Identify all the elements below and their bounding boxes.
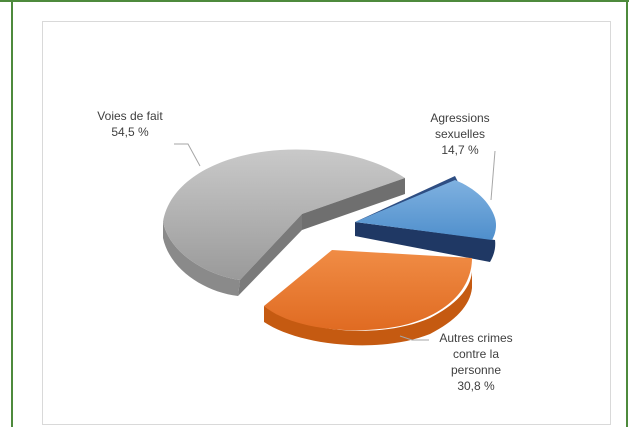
slice-agressions-sexuelles-face	[355, 180, 496, 240]
label-voies-de-fait-value: 54,5 %	[111, 125, 149, 139]
left-border-rule	[11, 0, 13, 427]
leader-line-autres	[399, 335, 429, 341]
leader-lines	[174, 143, 496, 341]
slice-voies-de-fait-face	[163, 149, 405, 280]
label-voies-de-fait-line-1: Voies de fait	[97, 109, 163, 123]
slice-voies-de-fait-cut2	[302, 178, 405, 230]
label-agressions-sexuelles-line-1: Agressions	[430, 111, 489, 125]
slice-voies-de-fait-cut	[238, 214, 302, 296]
top-border-rule	[0, 0, 629, 2]
right-border-rule	[626, 0, 628, 427]
label-autres-crimes-line-3: personne	[451, 363, 501, 377]
label-autres-crimes-line-2: contre la	[453, 347, 499, 361]
leader-line-voies	[174, 143, 201, 167]
slice-autres-crimes-face	[264, 250, 472, 331]
slice-autres-crimes	[264, 250, 472, 346]
slice-voies-de-fait	[163, 149, 405, 296]
label-agressions-sexuelles-line-2: sexuelles	[435, 127, 485, 141]
label-autres-crimes-value: 30,8 %	[457, 379, 495, 393]
slice-voies-de-fait-side	[163, 222, 240, 296]
leader-line-agressions	[490, 150, 496, 201]
slice-agressions-sexuelles-side	[355, 222, 496, 262]
slice-agressions-sexuelles-back	[355, 176, 460, 222]
label-agressions-sexuelles-value: 14,7 %	[441, 143, 479, 157]
slice-agressions-sexuelles	[355, 176, 496, 262]
label-autres-crimes-line-1: Autres crimes	[439, 331, 512, 345]
chart-area	[42, 21, 611, 425]
slice-autres-crimes-side	[264, 272, 472, 346]
